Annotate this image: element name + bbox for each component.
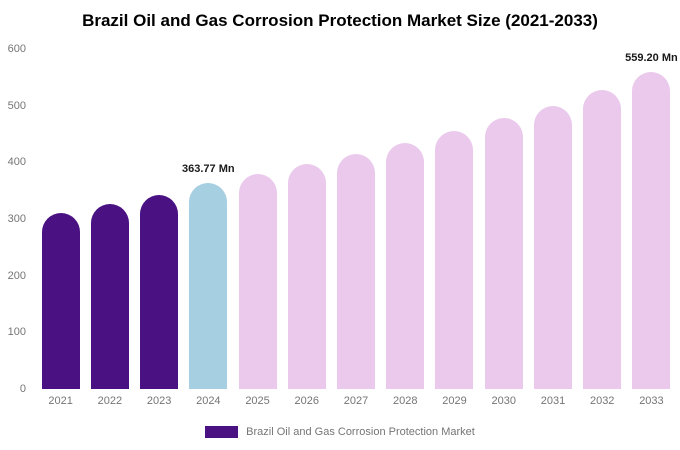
x-tick-label: 2023 [146, 395, 172, 407]
x-tick-label: 2031 [540, 395, 566, 407]
bar [238, 173, 277, 389]
bar [435, 130, 474, 389]
bar [140, 195, 179, 389]
x-tick-label: 2024 [196, 395, 221, 407]
bar [583, 89, 622, 389]
x-tick-label: 2033 [639, 395, 664, 407]
bar [41, 213, 80, 389]
bar [287, 164, 326, 389]
y-tick-label: 0 [19, 383, 26, 395]
plot-wrap: 0 100 200 300 400 500 600 363.77 Mn 559.20 Mn [8, 43, 678, 395]
bar [337, 153, 376, 389]
bar-column [36, 49, 85, 389]
bar-column [578, 49, 627, 389]
y-tick-label: 100 [7, 326, 26, 339]
x-axis-labels: 2021 2022 2023 2024 2025 2026 2027 2028 2029 2030… [36, 395, 676, 407]
x-tick-label: 2029 [442, 395, 467, 407]
y-tick-label: 500 [7, 99, 26, 112]
bar [533, 105, 572, 389]
bar-column: 363.77 Mn [182, 49, 235, 389]
x-tick-label: 2026 [294, 395, 320, 407]
x-tick-label: 2021 [48, 395, 73, 407]
x-tick-label: 2028 [393, 395, 418, 407]
bar-value-label: 559.20 Mn [625, 52, 678, 65]
x-tick-label: 2032 [589, 395, 615, 407]
bar-column [134, 49, 183, 389]
x-tick-label: 2030 [491, 395, 516, 407]
bar-chart: 0 100 200 300 400 500 600 363.77 Mn 559.20 Mn [8, 43, 678, 395]
x-tick-label: 2025 [245, 395, 270, 407]
x-tick-label: 2027 [343, 395, 369, 407]
bar-column [528, 49, 577, 389]
y-tick-label: 300 [7, 213, 26, 225]
bar [386, 143, 425, 389]
legend-swatch [205, 426, 239, 438]
bar [189, 182, 228, 389]
bar [484, 118, 523, 389]
bar-column [282, 49, 331, 389]
bar-column [479, 49, 528, 389]
legend: Brazil Oil and Gas Corrosion Protection … [0, 426, 680, 438]
bar-column [381, 49, 430, 389]
bar-column [430, 49, 479, 389]
y-tick-label: 400 [7, 156, 26, 169]
bar-column: 559.20 Mn [625, 49, 678, 389]
y-tick-label: 600 [7, 43, 26, 55]
legend-label: Brazil Oil and Gas Corrosion Protection … [246, 426, 475, 438]
x-tick-label: 2022 [97, 395, 123, 407]
bar-column [85, 49, 134, 389]
y-tick-label: 200 [7, 269, 26, 282]
bar-column [331, 49, 380, 389]
bar [90, 204, 129, 389]
chart-title: Brazil Oil and Gas Corrosion Protection … [82, 11, 598, 30]
bar [632, 72, 671, 389]
bar-column [233, 49, 282, 389]
bar-value-label: 363.77 Mn [182, 162, 235, 175]
